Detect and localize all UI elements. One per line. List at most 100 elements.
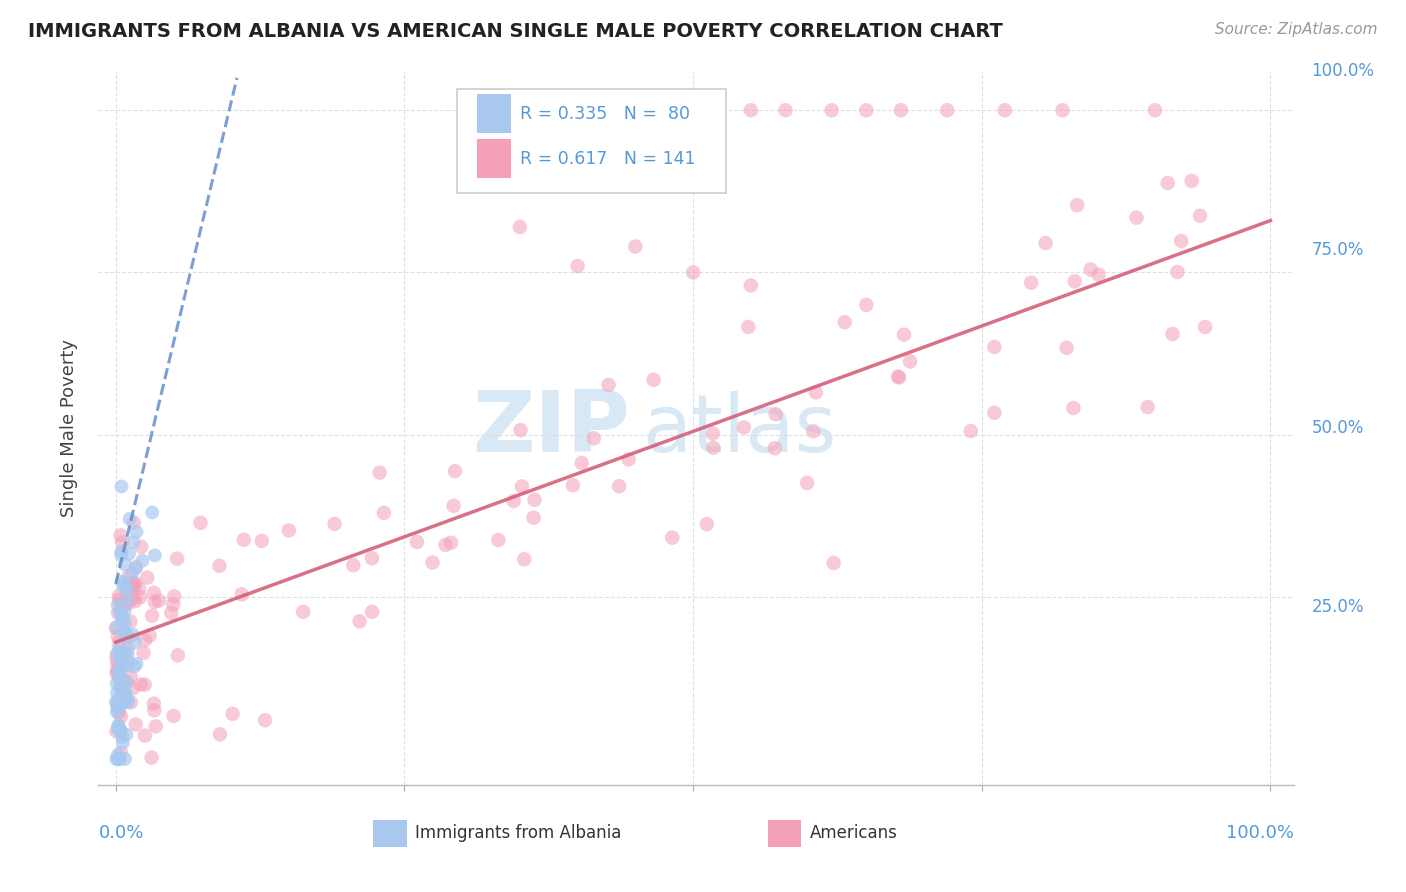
Point: [134, 729, 156, 743]
Point: [105, 666, 128, 681]
Point: [107, 636, 129, 650]
Point: [111, 730, 134, 744]
Point: [125, 657, 148, 671]
Point: [108, 589, 131, 603]
Point: [440, 535, 463, 549]
Point: [121, 566, 143, 581]
Point: [361, 551, 384, 566]
Point: [624, 239, 647, 253]
Point: [107, 606, 129, 620]
Point: [110, 723, 132, 737]
Point: [163, 590, 186, 604]
Point: [138, 629, 160, 643]
Point: [141, 750, 163, 764]
Point: [1194, 320, 1216, 334]
Point: [108, 670, 131, 684]
Point: [682, 265, 704, 279]
Point: [1189, 209, 1212, 223]
Point: [111, 612, 134, 626]
Point: [114, 605, 136, 619]
Point: [141, 608, 163, 623]
Point: [617, 452, 640, 467]
Point: [115, 630, 138, 644]
Point: [110, 698, 132, 713]
Point: [111, 610, 134, 624]
Point: [118, 547, 141, 561]
Point: [887, 369, 910, 384]
Point: [110, 724, 132, 739]
Point: [110, 690, 132, 705]
Point: [110, 670, 132, 684]
Point: [898, 354, 921, 368]
Point: [122, 516, 145, 530]
Point: [105, 620, 128, 634]
Bar: [768, 820, 801, 847]
Point: [117, 592, 139, 607]
Text: atlas: atlas: [643, 392, 837, 469]
Point: [561, 478, 583, 492]
Point: [1161, 326, 1184, 341]
Point: [112, 581, 135, 595]
Point: [105, 724, 128, 739]
Point: [1019, 276, 1042, 290]
Point: [105, 701, 128, 715]
Point: [120, 669, 142, 683]
Point: [105, 685, 128, 699]
Point: [1066, 198, 1088, 212]
Point: [361, 605, 384, 619]
Point: [890, 103, 912, 118]
Point: [509, 423, 531, 437]
Point: [108, 650, 131, 665]
Point: [373, 506, 395, 520]
Point: [292, 605, 315, 619]
Point: [121, 627, 143, 641]
Point: [134, 677, 156, 691]
Point: [983, 406, 1005, 420]
Point: [114, 626, 136, 640]
Point: [131, 554, 153, 568]
Point: [1125, 211, 1147, 225]
Point: [231, 587, 253, 601]
Point: [114, 694, 136, 708]
Point: [107, 598, 129, 612]
Text: Americans: Americans: [810, 824, 897, 842]
Point: [510, 479, 533, 493]
Point: [733, 420, 755, 434]
Point: [117, 695, 139, 709]
Point: [702, 426, 724, 441]
Point: [801, 425, 824, 439]
Point: [117, 631, 139, 645]
Point: [323, 516, 346, 531]
Point: [142, 697, 165, 711]
Point: [105, 752, 128, 766]
Point: [112, 575, 135, 590]
Point: [1087, 268, 1109, 282]
Point: [115, 627, 138, 641]
Point: [122, 591, 145, 606]
Point: [110, 679, 132, 693]
Point: [737, 319, 759, 334]
Point: [117, 657, 139, 672]
Point: [117, 647, 139, 661]
Point: [141, 505, 163, 519]
Point: [110, 674, 132, 689]
Point: [107, 698, 129, 713]
Point: [129, 677, 152, 691]
Point: [804, 385, 827, 400]
Point: [120, 577, 142, 591]
Point: [105, 652, 128, 666]
Point: [117, 692, 139, 706]
Point: [114, 686, 136, 700]
Point: [111, 736, 134, 750]
Point: [105, 647, 128, 661]
Text: 0.0%: 0.0%: [98, 824, 143, 842]
Point: [136, 570, 159, 584]
Point: [740, 278, 762, 293]
Point: [110, 548, 132, 562]
Point: [110, 746, 132, 760]
Point: [148, 593, 170, 607]
Point: [342, 558, 364, 573]
Point: [509, 220, 531, 235]
Bar: [477, 139, 510, 178]
Point: [122, 575, 145, 590]
